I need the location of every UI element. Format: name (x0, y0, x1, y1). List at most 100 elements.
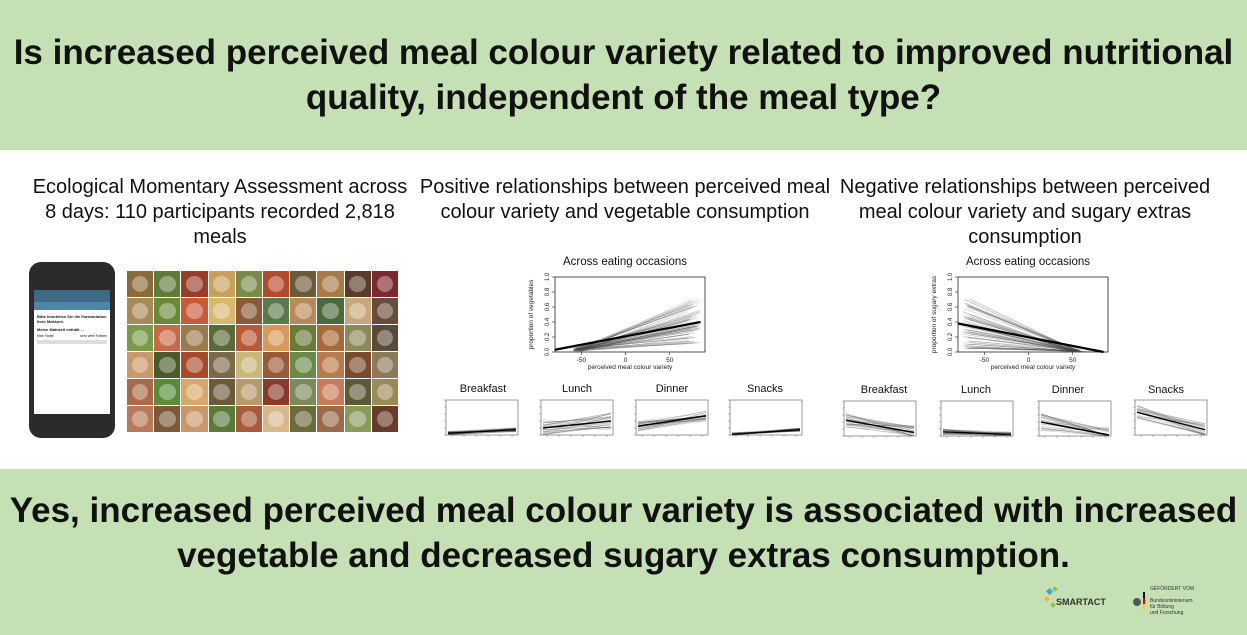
veg-label-breakfast: Breakfast (459, 383, 507, 395)
phone-app-bar (34, 302, 110, 310)
phone-scale-left: eine Farbe (37, 334, 54, 338)
sug-individual-line (970, 298, 1075, 351)
sug-mini-line (845, 414, 915, 437)
sug-snacks-plot (1133, 399, 1208, 437)
veg-individual-line (576, 334, 688, 351)
meal-photo (317, 298, 344, 324)
sug-mini-line (1136, 418, 1206, 436)
veg-xlabel: perceived meal colour variety (588, 364, 673, 371)
phone-prompt-line2: Ihrer Mahlzeit. (37, 319, 64, 324)
veg-individual-line (575, 341, 694, 350)
veg-plot-frame (554, 276, 706, 353)
veg-label-dinner: Dinner (655, 383, 689, 395)
sug-xtick-label: -50 (980, 357, 990, 364)
sug-xtick-label: 0 (1027, 357, 1031, 364)
sug-ytick-label: 0.4 (948, 317, 954, 326)
meal-photo (317, 352, 344, 378)
veg-individual-line (575, 328, 690, 351)
veg-mini-line (637, 418, 707, 432)
veg-lunch-plot (539, 399, 614, 437)
veg-mini-mean-line (447, 429, 517, 434)
veg-individual-line (580, 309, 701, 351)
answer-heading: Yes, increased perceived meal colour var… (9, 491, 1238, 575)
meal-photo (127, 271, 154, 297)
veg-xtick-label: -50 (577, 357, 587, 364)
sug-individual-line (963, 332, 1079, 352)
sug-individual-line (962, 326, 1080, 351)
sug-mini-line (1136, 414, 1206, 436)
veg-mini-line (731, 428, 801, 433)
meal-photo (344, 406, 371, 432)
meal-photo (181, 325, 208, 351)
veg-mini-line (447, 430, 517, 435)
meal-photo (208, 271, 235, 297)
sug-mini-frame (1134, 399, 1208, 436)
veg-mini-line (542, 416, 612, 424)
meal-photo (371, 325, 398, 351)
veg-mini-mean-line (542, 420, 612, 429)
veg-mini-line (542, 413, 612, 433)
sug-xtick-label: 50 (1069, 357, 1077, 364)
veg-mini-line (542, 413, 612, 426)
veg-mini-line (637, 418, 707, 428)
sug-mini-line (1136, 417, 1206, 435)
sug-mini-mean-line (1136, 411, 1206, 431)
veg-dinner-plot (634, 399, 709, 437)
meal-photo (344, 298, 371, 324)
veg-mini-line (542, 417, 612, 423)
sug-mini-line (845, 417, 915, 427)
meal-photo (154, 352, 181, 378)
meal-photo (290, 271, 317, 297)
sug-main-title: Across eating occasions (965, 256, 1090, 268)
meal-photo (344, 271, 371, 297)
veg-individual-line (575, 325, 698, 350)
veg-individual-line (575, 301, 700, 349)
veg-ytick-label: 0.2 (545, 332, 551, 341)
meal-photo (154, 271, 181, 297)
sug-individual-line (964, 341, 1078, 352)
sug-individual-line (969, 344, 1074, 352)
sug-mini-mean-line (845, 419, 915, 434)
veg-individual-line (575, 343, 693, 350)
meal-photo (235, 379, 262, 405)
bmbf-line2: für Bildung (1150, 604, 1174, 610)
veg-ytick-label: 0.6 (545, 302, 551, 311)
veg-individual-line (580, 311, 688, 352)
meal-photo (235, 298, 262, 324)
sug-individual-line (966, 343, 1075, 352)
sug-ytick-label: 1.0 (948, 272, 954, 281)
sug-individual-line (966, 346, 1078, 352)
veg-mini-line (637, 420, 707, 431)
veg-main-title: Across eating occasions (562, 256, 687, 268)
meal-photo (208, 352, 235, 378)
sug-individual-line (966, 333, 1078, 351)
sug-mini-line (1040, 424, 1110, 430)
bmbf-funded-text: GEFÖRDERT VOM (1150, 586, 1194, 592)
veg-individual-line (580, 342, 701, 352)
sug-individual-line (970, 316, 1078, 352)
veg-individual-line (577, 340, 691, 350)
sug-label-dinner: Dinner (1051, 384, 1085, 396)
meal-photo (263, 406, 290, 432)
veg-individual-line (575, 336, 693, 349)
veg-individual-line (576, 327, 701, 352)
sug-individual-line (969, 340, 1082, 353)
meal-photo (127, 406, 154, 432)
meal-photo (263, 352, 290, 378)
sug-label-breakfast: Breakfast (860, 384, 908, 396)
meal-photo (127, 298, 154, 324)
sug-individual-line (963, 345, 1076, 352)
veg-mini-mean-line (637, 415, 707, 427)
veg-individual-line (581, 324, 690, 352)
veg-individual-line (579, 312, 700, 350)
veg-individual-line (578, 337, 697, 352)
phone-slider (37, 340, 107, 344)
bmbf-line3: und Forschung (1150, 610, 1184, 616)
veg-individual-line (576, 340, 689, 350)
sug-mini-line (1136, 408, 1206, 424)
sug-individual-line (963, 345, 1078, 352)
sug-mini-line (845, 413, 915, 437)
sug-mini-line (1136, 409, 1206, 424)
veg-mean-line (554, 320, 701, 351)
